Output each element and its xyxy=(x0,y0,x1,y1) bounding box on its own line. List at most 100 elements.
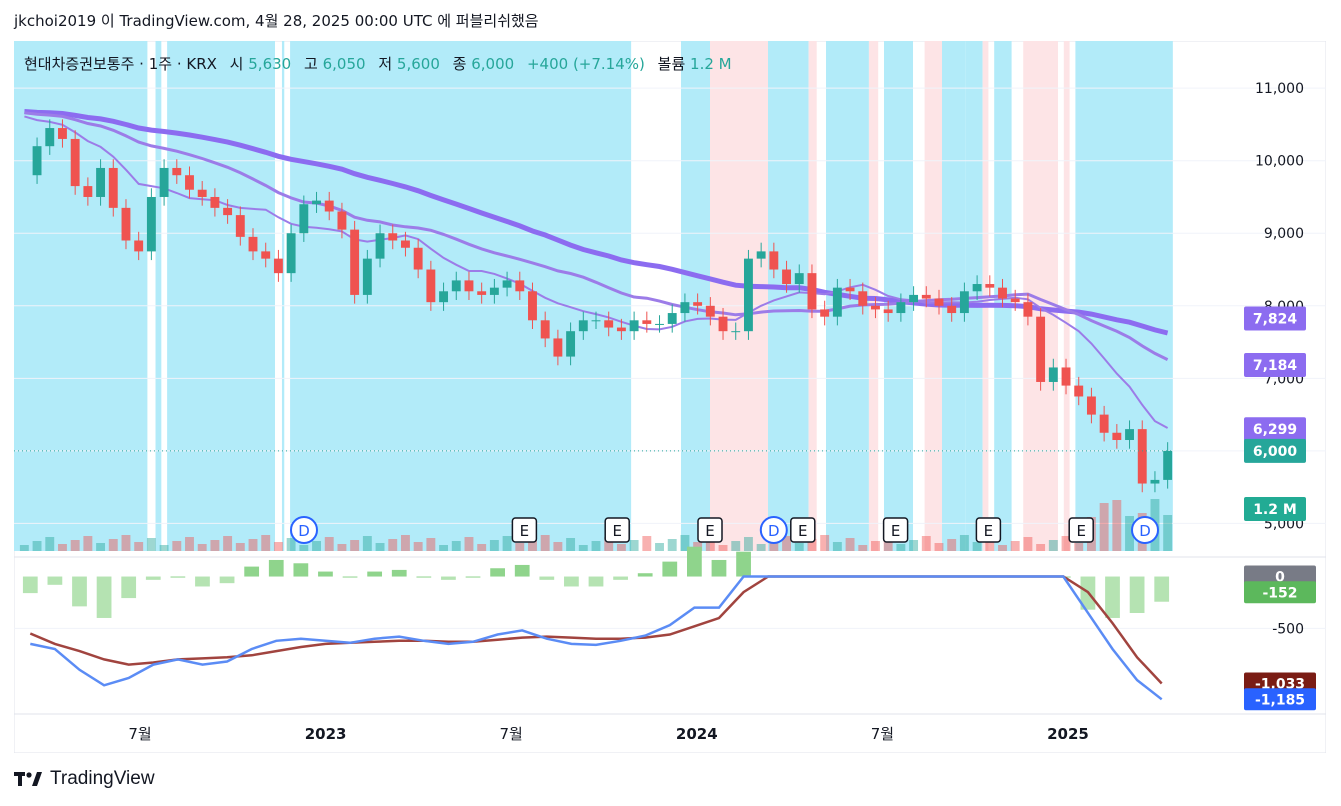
candle-body xyxy=(401,240,410,248)
macd-value-badge: -1,185 xyxy=(1255,692,1305,708)
earnings-marker-icon[interactable]: E xyxy=(604,517,630,543)
volume-bar xyxy=(705,538,715,551)
volume-bar xyxy=(210,540,220,551)
candle-body xyxy=(858,291,868,306)
macd-histogram-bar xyxy=(244,566,260,577)
candle-body xyxy=(248,236,258,252)
candle-body xyxy=(261,251,271,259)
candle-body xyxy=(121,207,131,241)
candle-body xyxy=(1010,298,1020,303)
session-band xyxy=(924,41,942,551)
ma-mid-value-badge-bg xyxy=(1244,352,1306,377)
volume-bar xyxy=(121,535,131,551)
session-band xyxy=(1023,41,1058,551)
candle-body xyxy=(540,320,550,339)
tradingview-logo-icon xyxy=(14,772,42,786)
event-marker-label: E xyxy=(612,522,621,540)
volume-bar xyxy=(70,540,80,551)
candle-body xyxy=(299,204,309,234)
session-band xyxy=(155,41,162,551)
volume-bar xyxy=(451,541,461,551)
event-marker-label: E xyxy=(1076,522,1085,540)
event-marker-label: E xyxy=(798,522,807,540)
volume-bar xyxy=(19,545,29,551)
volume-bar xyxy=(807,539,817,551)
earnings-marker-icon[interactable]: E xyxy=(790,517,816,543)
volume-bar xyxy=(439,545,449,551)
candle-body xyxy=(604,320,614,328)
earnings-marker-icon[interactable]: E xyxy=(975,517,1002,543)
macd-histogram-bar xyxy=(47,576,63,585)
candle-body xyxy=(578,320,588,332)
candle-body xyxy=(845,287,855,292)
volume-bar xyxy=(566,538,576,551)
price-tick-label: 11,000 xyxy=(1255,81,1304,97)
candle-body xyxy=(769,251,779,270)
candle-body xyxy=(58,128,67,139)
publish-caption: jkchoi2019 이 TradingView.com, 4월 28, 202… xyxy=(14,12,539,30)
macd-histogram-bar xyxy=(268,559,284,577)
earnings-marker-icon[interactable]: E xyxy=(882,517,909,543)
footer-brand: TradingView xyxy=(50,768,155,789)
candle-body xyxy=(185,175,194,190)
volume-bar xyxy=(553,542,563,551)
volume-bar xyxy=(845,538,855,551)
macd-histogram-bar xyxy=(637,573,653,577)
volume-bar xyxy=(769,540,779,551)
candle-body xyxy=(45,128,55,147)
ma-long-value-badge-bg xyxy=(1244,306,1306,331)
macd-histogram-bar xyxy=(588,576,604,587)
volume-bar xyxy=(985,538,995,551)
candle-body xyxy=(1137,429,1147,484)
price-tick-label: 9,000 xyxy=(1264,226,1304,242)
candle-body xyxy=(959,291,969,314)
earnings-marker-icon[interactable]: E xyxy=(511,517,538,543)
macd-histogram-bar xyxy=(342,576,358,578)
volume-bar xyxy=(362,536,372,551)
candle-body xyxy=(273,258,283,274)
candle-body xyxy=(1074,385,1084,397)
event-marker-label: E xyxy=(891,522,900,540)
legend: 현대차증권보통주 · 1주 · KRX 시 5,630 고 6,050 저 5,… xyxy=(24,55,732,73)
candle-body xyxy=(934,298,944,306)
volume-bar xyxy=(540,535,550,551)
macd-histogram-bar xyxy=(613,576,628,580)
volume-bar xyxy=(642,536,652,551)
candle-body xyxy=(439,291,449,303)
macd-hist-badge-bg xyxy=(1244,581,1316,604)
candles xyxy=(14,119,1174,493)
dividend-marker-icon[interactable]: D xyxy=(1131,516,1159,544)
candle-body xyxy=(820,309,830,317)
candle-body xyxy=(362,258,372,295)
volume-bar xyxy=(197,544,207,551)
volume-bar xyxy=(667,539,677,551)
candle-body xyxy=(32,146,42,176)
legend-close-label: 종 xyxy=(453,55,467,73)
volume-bar xyxy=(1112,500,1122,551)
volume-bar xyxy=(45,537,55,551)
candle-body xyxy=(1099,414,1109,433)
candle-body xyxy=(210,196,220,208)
volume-bar xyxy=(388,539,398,551)
dividend-marker-icon[interactable]: D xyxy=(759,516,788,544)
candle-body xyxy=(197,189,207,197)
candle-body xyxy=(680,302,690,314)
legend-close: 6,000 xyxy=(471,55,514,73)
macd-histogram-bar xyxy=(736,551,751,577)
earnings-marker-icon[interactable]: E xyxy=(1068,517,1094,543)
candle-body xyxy=(312,200,321,205)
dividend-marker-icon[interactable]: D xyxy=(290,516,318,544)
candle-body xyxy=(489,287,499,295)
candle-body xyxy=(883,309,893,314)
candle-body xyxy=(502,280,512,288)
volume-bar xyxy=(235,543,245,551)
volume-bar xyxy=(108,539,118,551)
candle-body xyxy=(642,320,652,324)
candle-body xyxy=(655,323,664,325)
earnings-marker-icon[interactable]: E xyxy=(697,517,723,543)
macd-histogram-bar xyxy=(318,571,333,577)
candle-body xyxy=(1150,479,1160,484)
